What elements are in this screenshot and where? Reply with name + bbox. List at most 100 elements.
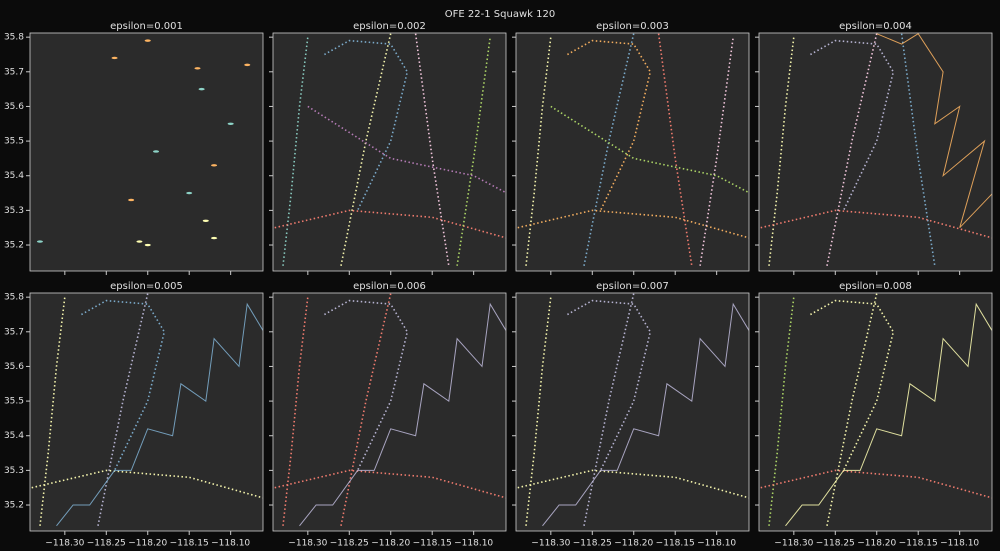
- plot-area: [760, 33, 992, 266]
- subplot: epsilon=0.007−118.30 −118.25 −118.20 −118.1…: [512, 281, 750, 549]
- trajectory: [282, 37, 309, 266]
- trajectory: [826, 293, 878, 526]
- y-tick-label: 35.7: [4, 67, 24, 77]
- y-tick-label: 35.3: [4, 206, 24, 216]
- subplot: epsilon=0.008 −118.30 −118.25 −118.20 −118.1…: [755, 281, 993, 549]
- subplot: epsilon=0.006−118.30 −118.25 −118.20 −118.1…: [269, 281, 507, 549]
- trajectory: [876, 33, 992, 229]
- axes-background: [516, 33, 749, 271]
- y-tick-label: 35.7: [4, 327, 24, 337]
- y-tick-label: 35.3: [4, 466, 24, 476]
- trajectory: [785, 302, 992, 527]
- trajectory: [768, 37, 795, 266]
- y-tick-label: 35.4: [4, 171, 24, 181]
- subplot: epsilon=0.003: [512, 21, 750, 275]
- x-tick-label: −118.25: [87, 539, 126, 549]
- plot-area: [517, 293, 749, 527]
- point: [153, 150, 160, 153]
- y-tick-label: 35.4: [4, 431, 24, 441]
- subplot: epsilon=0.001 35.2 35.3 35.4 35.5 35.6 35.7 35.…: [4, 21, 264, 275]
- x-tick-label: −118.15: [170, 539, 209, 549]
- point: [198, 87, 205, 91]
- x-tick-label: −118.25: [816, 539, 855, 549]
- x-tick-label: −118.20: [857, 539, 896, 549]
- point: [136, 240, 143, 243]
- point: [144, 39, 151, 42]
- plot-area: [760, 293, 992, 527]
- trajectory: [583, 33, 635, 266]
- trajectory: [699, 37, 734, 266]
- x-tick-label: −118.10: [211, 539, 250, 549]
- axes-frame: [758, 292, 993, 532]
- x-tick-label: −118.15: [413, 539, 452, 549]
- y-tick-label: 35.2: [4, 501, 24, 511]
- axes-background: [30, 33, 263, 271]
- axes-frame: [29, 32, 264, 272]
- x-tick-label: −118.10: [697, 539, 736, 549]
- x-tick-label: −118.20: [614, 539, 653, 549]
- axes-frame: [758, 32, 993, 272]
- y-tick-label: 35.5: [4, 397, 24, 407]
- x-tick-label: −118.30: [531, 539, 570, 549]
- subplot: epsilon=0.002: [269, 21, 507, 275]
- trajectory: [97, 293, 149, 526]
- y-tick-label: 35.6: [4, 362, 24, 372]
- y-tick-label: 35.8: [4, 293, 24, 303]
- plot-area: [517, 33, 749, 266]
- subplot-title: epsilon=0.002: [353, 21, 426, 32]
- trajectory: [525, 37, 552, 266]
- subplot-title: epsilon=0.008: [839, 281, 912, 292]
- point: [144, 243, 151, 247]
- trajectory: [340, 33, 392, 266]
- trajectory: [307, 105, 506, 194]
- axes-frame: [515, 32, 750, 272]
- figure-title: OFE 22-1 Squawk 120: [445, 9, 555, 20]
- plot-area: [274, 293, 506, 527]
- x-tick-label: −118.25: [573, 539, 612, 549]
- x-tick-label: −118.20: [371, 539, 410, 549]
- point: [111, 56, 118, 60]
- subplot-title: epsilon=0.001: [110, 21, 183, 32]
- x-tick-label: −118.20: [128, 539, 167, 549]
- point: [128, 198, 135, 202]
- plot-area: [274, 33, 506, 266]
- axes-background: [759, 33, 992, 271]
- x-tick-label: −118.10: [454, 539, 493, 549]
- point: [227, 122, 234, 125]
- point: [202, 219, 209, 222]
- point: [211, 164, 218, 167]
- axes-background: [759, 293, 992, 531]
- subplot-title: epsilon=0.003: [596, 21, 669, 32]
- point: [186, 191, 193, 195]
- trajectory: [542, 302, 749, 527]
- plot-area: [31, 293, 263, 527]
- subplot-title: epsilon=0.006: [353, 281, 426, 292]
- x-tick-label: −118.15: [899, 539, 938, 549]
- y-tick-label: 35.2: [4, 241, 24, 251]
- y-tick-label: 35.6: [4, 102, 24, 112]
- trajectory: [340, 293, 392, 526]
- x-tick-label: −118.25: [330, 539, 369, 549]
- trajectory: [456, 37, 491, 266]
- axes-background: [30, 293, 263, 531]
- trajectory: [56, 302, 263, 527]
- point: [211, 236, 218, 240]
- trajectory: [525, 297, 552, 526]
- subplot: epsilon=0.004: [755, 21, 993, 275]
- axes-frame: [515, 292, 750, 532]
- axes-frame: [29, 292, 264, 532]
- x-tick-label: −118.30: [774, 539, 813, 549]
- plot-area: [36, 39, 251, 247]
- axes-frame: [272, 32, 507, 272]
- y-tick-label: 35.5: [4, 137, 24, 147]
- x-tick-label: −118.30: [45, 539, 84, 549]
- point: [194, 67, 201, 70]
- y-tick-label: 35.8: [4, 33, 24, 43]
- point: [244, 63, 251, 67]
- trajectory: [299, 302, 506, 527]
- axes-background: [516, 293, 749, 531]
- x-tick-label: −118.30: [288, 539, 327, 549]
- trajectory: [826, 33, 878, 266]
- trajectory: [550, 105, 749, 194]
